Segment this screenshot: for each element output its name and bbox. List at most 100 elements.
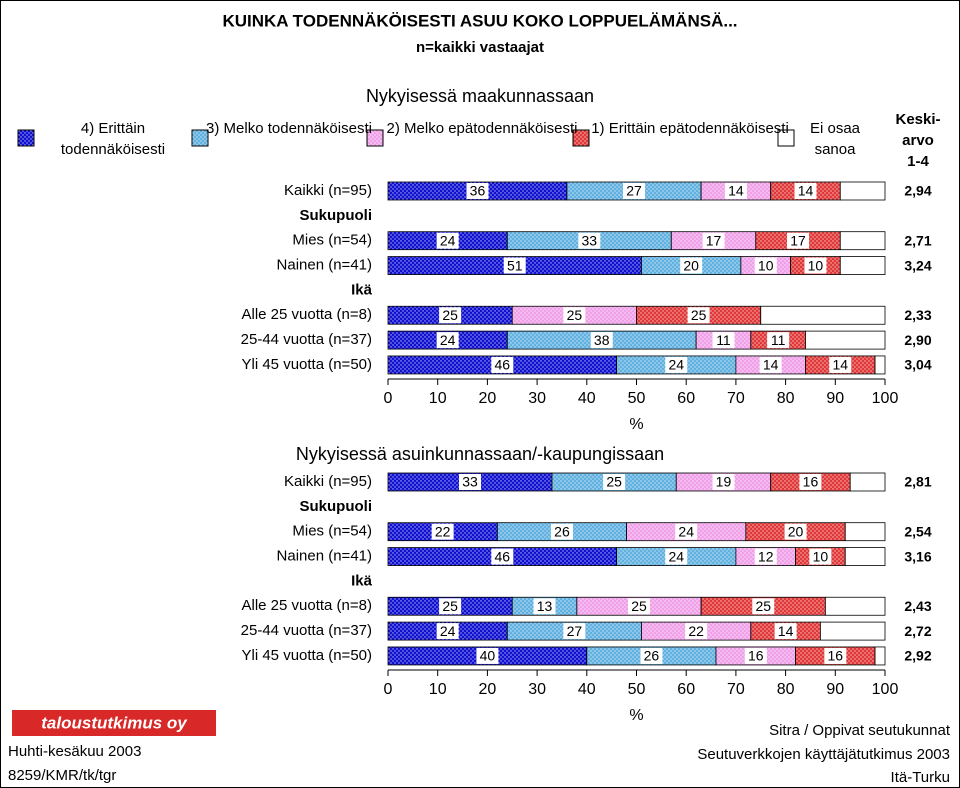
value-label: 46 <box>495 548 511 564</box>
value-label-bg <box>533 598 556 615</box>
value-label-bg <box>436 623 459 640</box>
legend-swatch <box>191 129 209 147</box>
footer-text: Sitra / Oppivat seutukunnat <box>769 722 951 739</box>
value-label: 27 <box>626 183 642 199</box>
value-label-bg <box>623 183 646 199</box>
mean-value: 3,24 <box>904 257 931 273</box>
logo-text: taloustutkimus oy <box>41 713 188 732</box>
x-tick-label: 50 <box>628 681 646 698</box>
value-label-bg <box>675 523 698 540</box>
value-label-bg <box>627 598 650 615</box>
value-label: 27 <box>567 623 583 639</box>
value-label-bg <box>578 232 601 249</box>
x-tick-label: 20 <box>479 390 497 407</box>
value-label: 40 <box>480 648 496 664</box>
x-axis-label: % <box>629 707 643 724</box>
mean-value: 2,33 <box>904 307 931 323</box>
x-tick-label: 30 <box>528 390 546 407</box>
bar-segment <box>839 181 886 201</box>
value-label: 20 <box>683 257 699 273</box>
bar-segment <box>874 646 886 666</box>
x-tick-label: 60 <box>677 681 695 698</box>
value-label: 14 <box>798 183 814 199</box>
panel-title: Nykyisessä asuinkunnassaan/-kaupungissaa… <box>296 444 664 464</box>
category-label: Yli 45 vuotta (n=50) <box>242 356 373 373</box>
logo <box>12 710 216 736</box>
value-label: 17 <box>790 232 806 248</box>
value-label-bg <box>787 232 810 249</box>
value-label: 16 <box>748 648 764 664</box>
x-tick-label: 10 <box>429 390 447 407</box>
footer-text: 8259/KMR/tk/tgr <box>8 767 116 784</box>
value-label-bg <box>702 232 725 249</box>
value-label: 24 <box>440 232 456 248</box>
value-label-bg <box>799 474 822 490</box>
mean-value: 2,54 <box>904 523 931 539</box>
bar-segment <box>844 547 886 566</box>
value-label: 25 <box>567 307 583 323</box>
value-label: 36 <box>470 183 486 199</box>
bar-segment <box>805 330 886 350</box>
value-label: 25 <box>442 598 458 614</box>
value-label: 22 <box>435 523 451 539</box>
mean-value: 2,81 <box>904 474 931 490</box>
legend-swatch <box>366 129 384 147</box>
value-label: 24 <box>668 548 684 564</box>
category-label: Ikä <box>351 281 373 298</box>
value-label-bg <box>439 598 462 615</box>
category-label: Ikä <box>351 572 373 589</box>
value-label-bg <box>784 523 807 540</box>
category-label: Mies (n=54) <box>292 523 372 540</box>
x-tick-label: 40 <box>578 681 596 698</box>
value-label: 14 <box>728 183 744 199</box>
value-label: 13 <box>537 598 553 614</box>
value-label: 25 <box>606 474 622 490</box>
value-label: 14 <box>778 623 794 639</box>
value-label: 33 <box>581 232 597 248</box>
value-label-bg <box>680 257 703 274</box>
value-label: 22 <box>688 623 704 639</box>
value-label-bg <box>794 183 817 199</box>
value-label-bg <box>712 332 735 349</box>
value-label: 16 <box>803 474 819 490</box>
value-label-bg <box>754 257 777 274</box>
bar-segment <box>839 231 886 251</box>
x-tick-label: 90 <box>826 390 844 407</box>
value-label-bg <box>809 548 832 565</box>
value-label: 26 <box>644 648 660 664</box>
legend-swatch <box>777 129 795 147</box>
value-label-bg <box>759 356 782 373</box>
mean-header: Keski- <box>895 111 940 128</box>
legend-label: Ei osaa sanoa <box>809 120 861 158</box>
bar-segment <box>760 305 886 325</box>
value-label-bg <box>466 183 489 199</box>
value-label-bg <box>503 257 526 274</box>
mean-header: 1-4 <box>907 153 929 170</box>
value-label-bg <box>439 307 462 324</box>
bar-segment <box>849 472 886 492</box>
value-label-bg <box>590 332 613 349</box>
x-tick-label: 0 <box>384 681 393 698</box>
mean-header: arvo <box>902 132 934 149</box>
value-label-bg <box>752 598 775 615</box>
footer-text: Seutuverkkojen käyttäjätutkimus 2003 <box>697 746 950 763</box>
value-label-bg <box>640 647 663 664</box>
legend-label: 4) Erittäin todennäköisesti <box>60 120 166 158</box>
value-label: 24 <box>668 357 684 373</box>
value-label-bg <box>459 474 482 490</box>
category-label: Sukupuoli <box>300 498 373 515</box>
category-label: Kaikki (n=95) <box>284 182 372 199</box>
legend-swatch <box>572 129 590 147</box>
category-label: Nainen (n=41) <box>277 257 372 274</box>
category-label: Alle 25 vuotta (n=8) <box>242 306 373 323</box>
value-label-bg <box>436 232 459 249</box>
value-label-bg <box>774 623 797 640</box>
value-label-bg <box>563 307 586 324</box>
value-label: 11 <box>716 332 731 348</box>
category-label: Sukupuoli <box>300 207 373 224</box>
value-label: 25 <box>755 598 771 614</box>
category-label: 25-44 vuotta (n=37) <box>241 331 372 348</box>
legend-swatch <box>17 129 35 147</box>
value-label: 25 <box>691 307 707 323</box>
